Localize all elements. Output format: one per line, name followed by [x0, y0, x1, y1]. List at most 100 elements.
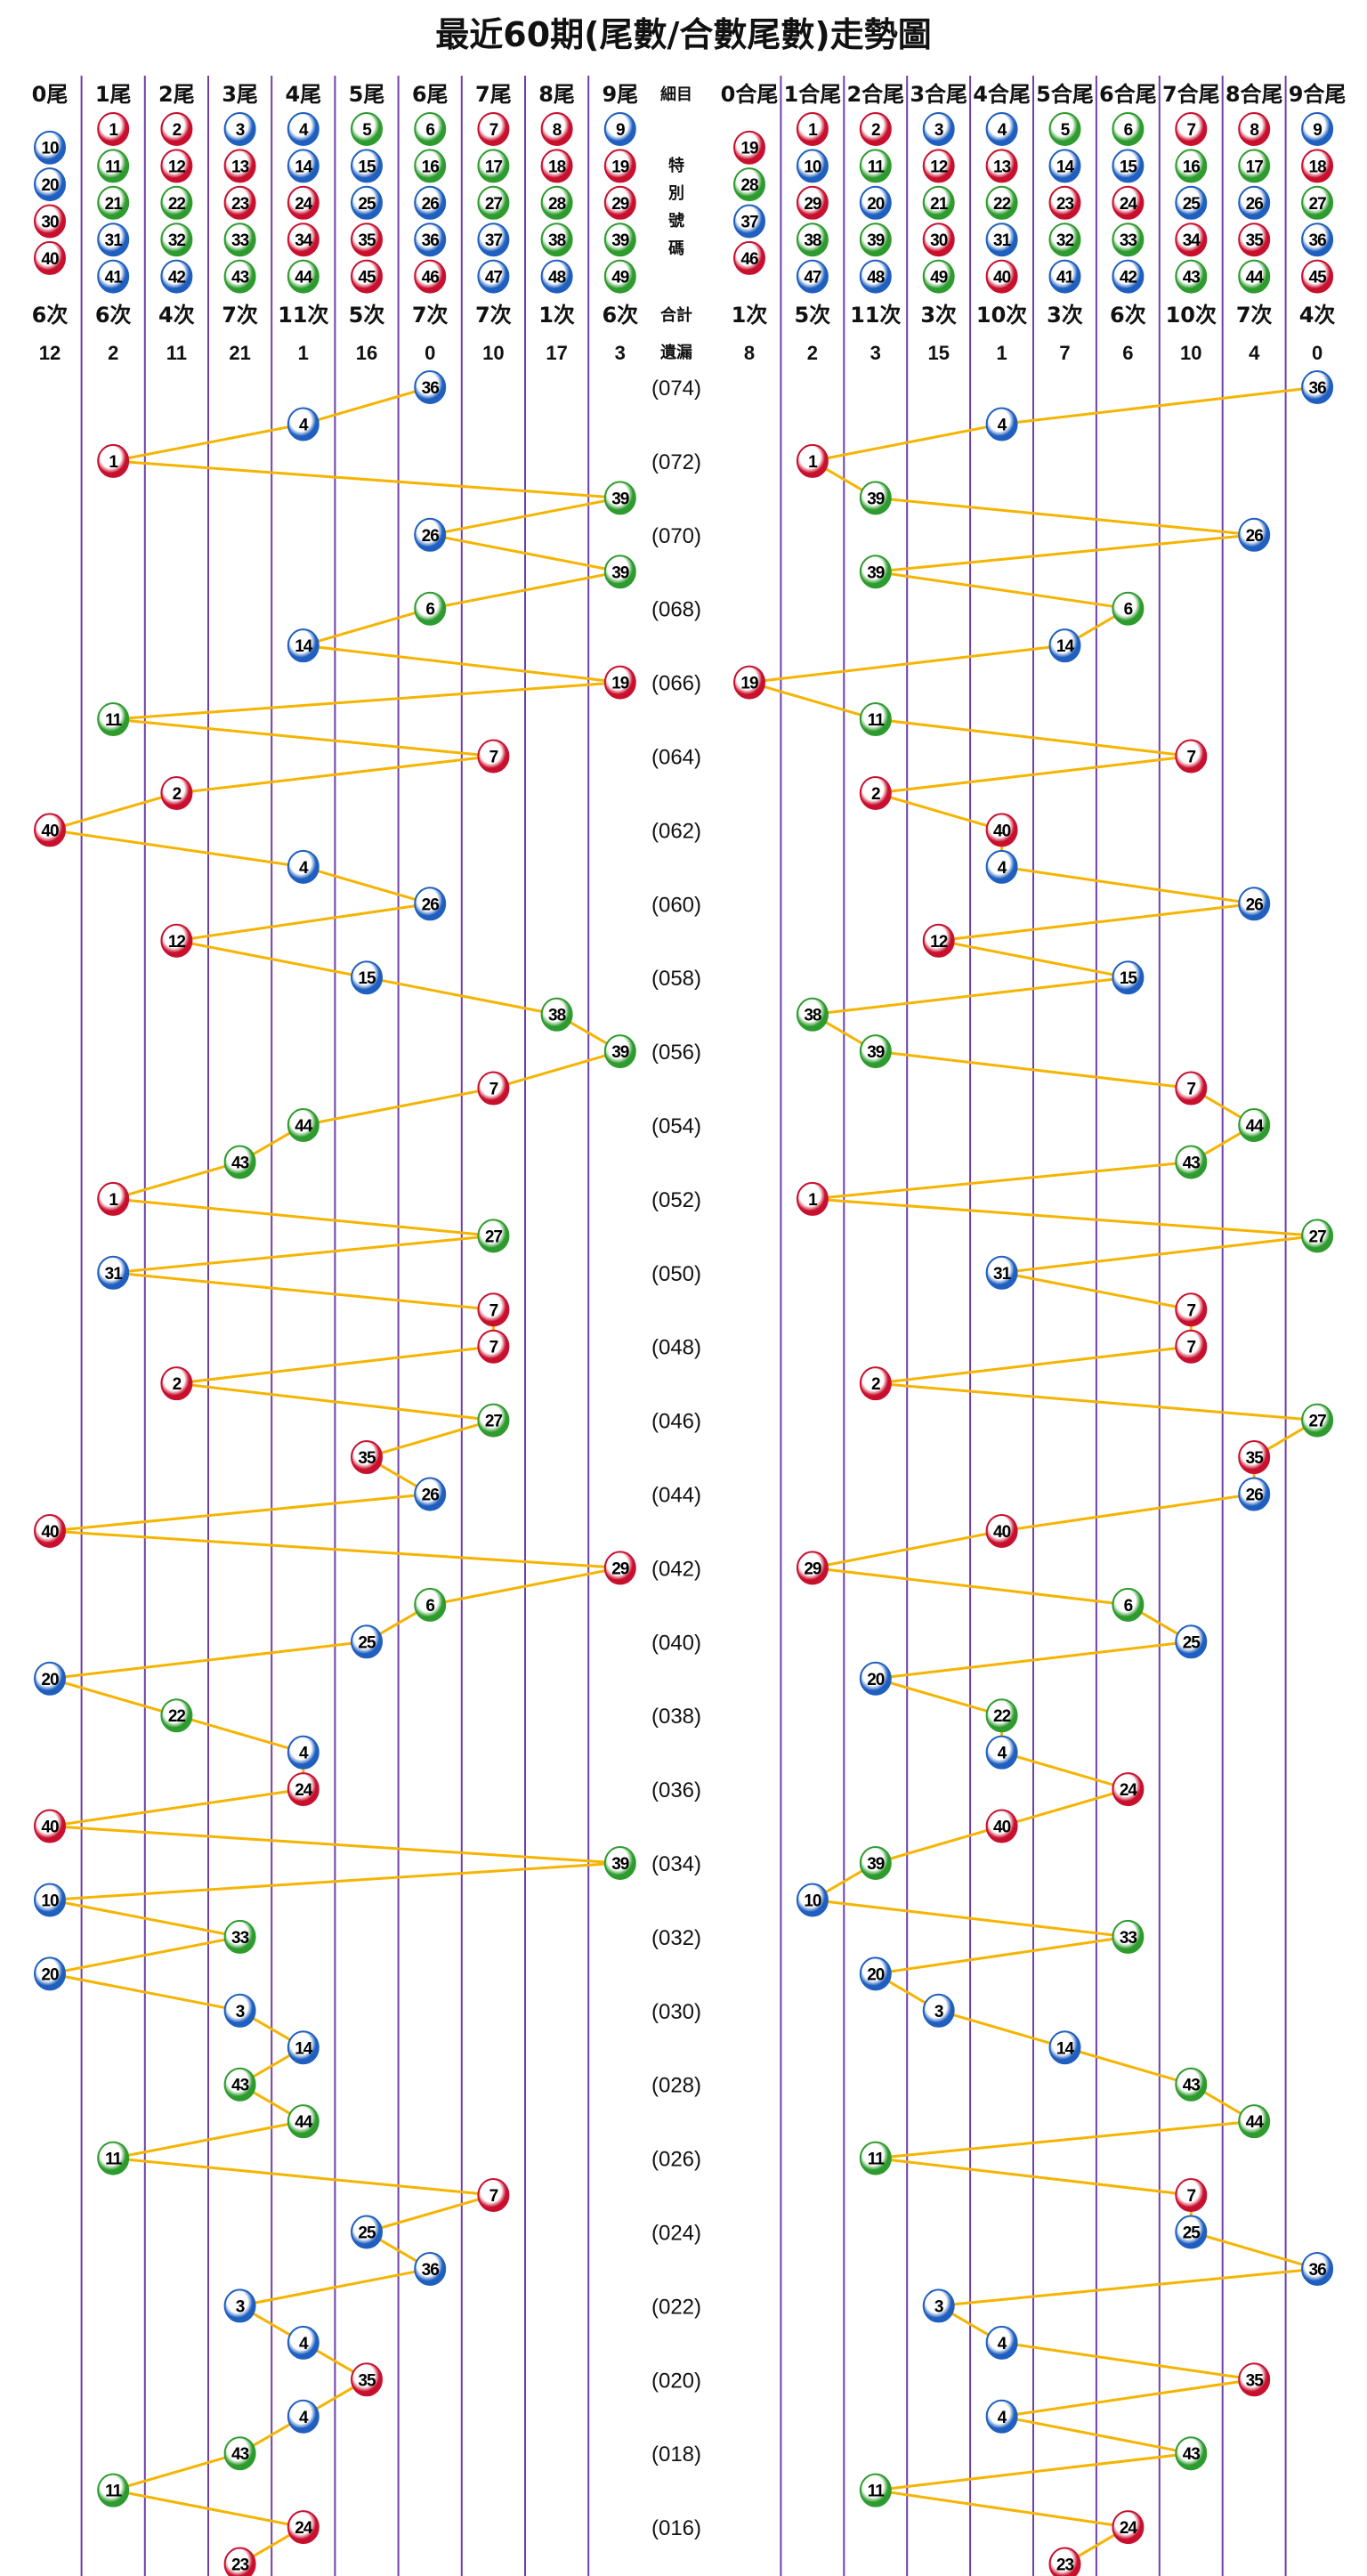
ball-blue — [859, 1956, 892, 1991]
sum-tail-draw-ball: 4 — [985, 1735, 1018, 1770]
ball-green — [859, 702, 892, 737]
ball-number: 35 — [358, 1449, 376, 1468]
ball-number: 36 — [1309, 379, 1327, 398]
sum-tail-draw-ball: 39 — [859, 555, 892, 589]
ball-blue — [477, 259, 510, 294]
sum-tail-trend-segment — [938, 2267, 1318, 2307]
right-header-ball: 23 — [1048, 185, 1081, 220]
sum-tail-draw-ball: 7 — [1175, 1292, 1208, 1327]
ball-number: 42 — [168, 269, 186, 288]
ball-blue — [1238, 887, 1271, 921]
ball-number: 41 — [105, 269, 124, 288]
ball-red — [1175, 223, 1208, 257]
ball-green — [414, 1587, 447, 1622]
ball-red — [223, 2547, 256, 2576]
sum-tail-draw-ball: 7 — [1175, 1071, 1208, 1106]
tail-draw-ball: 39 — [603, 555, 636, 589]
ball-number: 18 — [548, 158, 566, 176]
ball-number: 24 — [295, 1781, 313, 1800]
period-label: (032) — [651, 1926, 701, 1950]
ball-number: 29 — [611, 1559, 629, 1578]
right-header-ball: 32 — [1048, 223, 1081, 257]
tail-trend-segment — [49, 1861, 620, 1901]
ball-green — [859, 481, 892, 515]
period-label: (074) — [651, 377, 701, 401]
ball-number: 7 — [1187, 1339, 1196, 1357]
left-omission: 0 — [425, 342, 435, 364]
period-label: (046) — [651, 1410, 701, 1434]
period-label: (030) — [651, 2000, 701, 2024]
tail-trend-segment — [176, 939, 368, 979]
ball-green — [922, 185, 955, 220]
special-number-label: 碼 — [667, 239, 684, 258]
ball-green — [985, 185, 1018, 220]
ball-number: 40 — [41, 822, 59, 840]
ball-number: 5 — [362, 121, 372, 140]
ball-number: 1 — [808, 453, 818, 472]
period-label: (050) — [651, 1262, 701, 1286]
sum-tail-draw-ball: 15 — [1112, 960, 1145, 995]
period-label: (068) — [651, 598, 701, 622]
tail-trend-segment — [303, 385, 431, 425]
ball-number: 4 — [998, 859, 1007, 878]
ball-blue — [287, 849, 320, 884]
ball-number: 2 — [871, 785, 880, 804]
ball-blue — [1112, 259, 1145, 294]
ball-red — [985, 149, 1018, 183]
ball-blue — [603, 112, 636, 146]
left-column-header: 5尾 — [349, 82, 385, 107]
right-omission: 0 — [1312, 342, 1323, 364]
left-header-ball: 8 — [540, 112, 573, 146]
sum-tail-trend-segment — [1001, 2341, 1255, 2381]
ball-red — [1175, 739, 1208, 774]
sum-tail-draw-ball: 6 — [1112, 1587, 1145, 1622]
sum-tail-draw-ball: 1 — [796, 1181, 829, 1216]
ball-red — [97, 443, 130, 478]
tail-trend-segment — [49, 1898, 240, 1939]
left-count: 6次 — [95, 303, 132, 328]
special-number-label: 特 — [668, 156, 684, 175]
sum-tail-draw-ball: 38 — [796, 997, 829, 1032]
tail-draw-ball: 10 — [34, 1883, 66, 1917]
ball-number: 28 — [548, 195, 566, 214]
tail-trend-segment — [366, 976, 557, 1017]
ball-blue — [1175, 1624, 1208, 1659]
ball-blue — [287, 149, 320, 183]
tail-draw-ball: 39 — [603, 481, 636, 515]
left-header-ball: 21 — [97, 185, 130, 220]
ball-red — [477, 739, 510, 774]
ball-number: 2 — [173, 1375, 182, 1394]
ball-number: 14 — [1056, 637, 1075, 656]
tail-draw-ball: 25 — [351, 2215, 383, 2249]
tail-draw-ball: 24 — [287, 2510, 320, 2545]
sum-tail-draw-ball: 43 — [1175, 2436, 1208, 2471]
tail-trend-segment — [113, 717, 494, 757]
tail-trend-segment — [366, 1419, 494, 1459]
period-label: (018) — [651, 2442, 701, 2467]
ball-number: 39 — [867, 1855, 885, 1874]
left-header-ball: 29 — [603, 185, 636, 220]
ball-blue — [34, 1956, 66, 1991]
left-header-ball: 17 — [477, 149, 510, 183]
tail-trend-segment — [112, 1161, 241, 1201]
sum-tail-trend-segment — [875, 1935, 1128, 1975]
ball-number: 12 — [168, 933, 186, 952]
tail-draw-ball: 43 — [223, 1145, 256, 1179]
ball-number: 47 — [485, 269, 503, 288]
ball-red — [160, 775, 193, 810]
ball-red — [733, 665, 765, 700]
tail-trend-segment — [176, 902, 431, 943]
tail-draw-ball: 14 — [287, 2030, 320, 2065]
left-header-ball: 19 — [603, 149, 636, 183]
left-header-ball: 32 — [160, 223, 193, 257]
ball-red — [477, 1071, 510, 1106]
tail-draw-ball: 38 — [540, 997, 573, 1032]
ball-number: 3 — [934, 121, 943, 140]
ball-red — [1238, 223, 1271, 257]
ball-number: 39 — [611, 490, 629, 508]
ball-blue — [1175, 2215, 1208, 2249]
ball-number: 25 — [1183, 195, 1201, 214]
ball-number: 20 — [41, 1965, 59, 1984]
ball-green — [223, 1919, 256, 1954]
right-omission: 2 — [807, 342, 818, 364]
